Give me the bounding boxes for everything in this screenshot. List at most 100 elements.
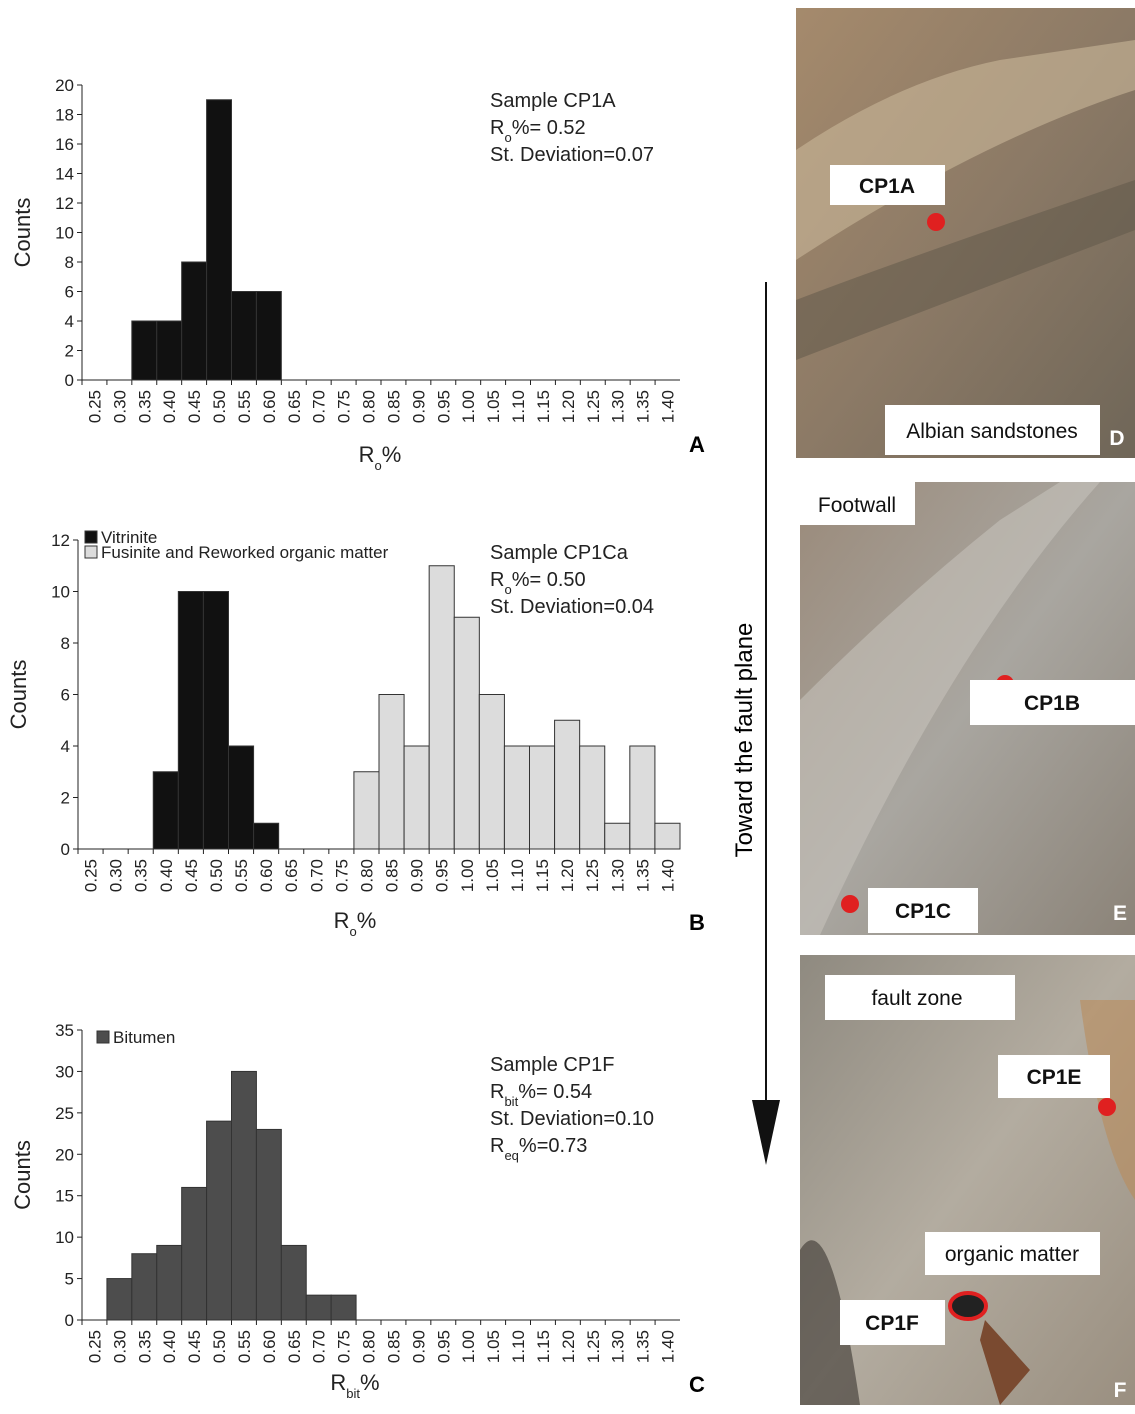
x-tick-label: 0.65 (282, 859, 301, 892)
annotation-sub: eq (504, 1148, 518, 1163)
annotation-main: R (490, 117, 504, 139)
x-tick-label: 0.70 (307, 859, 326, 892)
y-label: Counts (10, 198, 35, 268)
y-tick-label: 20 (55, 76, 74, 95)
x-tick-label: 1.10 (508, 859, 527, 892)
y-tick-label: 14 (55, 165, 74, 184)
x-tick-label: 1.10 (509, 1330, 528, 1363)
sample-ring (950, 1293, 986, 1319)
x-tick-label: 1.40 (659, 1330, 678, 1363)
annotation-rest: %= 0.50 (512, 569, 586, 591)
bar (256, 1129, 281, 1320)
x-tick-label: 0.60 (257, 859, 276, 892)
annotation-sub: bit (504, 1094, 518, 1109)
y-tick-label: 12 (55, 194, 74, 213)
y-tick-label: 0 (65, 1311, 74, 1330)
x-tick-label: 0.55 (235, 1330, 254, 1363)
annotation-sub: o (504, 130, 511, 145)
x-tick-label: 1.15 (534, 1330, 553, 1363)
sample-label: CP1C (895, 900, 951, 923)
x-tick-label: 0.95 (434, 1330, 453, 1363)
annotation: St. Deviation=0.10 (490, 1108, 654, 1130)
bar (157, 321, 182, 380)
x-label: Ro% (334, 908, 377, 939)
photo-f: fault zone CP1E organic matter CP1F F (800, 955, 1135, 1405)
x-tick-label: 1.40 (659, 390, 678, 423)
bar (404, 746, 429, 849)
y-tick-label: 6 (65, 283, 74, 302)
x-tick-label: 0.40 (160, 1330, 179, 1363)
annotation-main: Sample CP1A (490, 90, 616, 112)
sample-label: CP1A (859, 175, 915, 198)
x-tick-label: 0.45 (185, 1330, 204, 1363)
sample-label: CP1F (865, 1312, 919, 1335)
x-tick-label: 0.50 (207, 859, 226, 892)
x-tick-label: 0.60 (260, 390, 279, 423)
y-tick-label: 4 (61, 737, 70, 756)
x-tick-label: 1.10 (509, 390, 528, 423)
annotation: Req%=0.73 (490, 1135, 587, 1163)
x-tick-label: 1.20 (559, 1330, 578, 1363)
y-tick-label: 18 (55, 106, 74, 125)
x-tick-label: 0.25 (85, 390, 104, 423)
y-tick-label: 35 (55, 1021, 74, 1040)
x-label-main: R (330, 1370, 346, 1395)
x-tick-label: 0.80 (360, 390, 379, 423)
x-label-sub: o (350, 924, 357, 939)
bar (132, 321, 157, 380)
x-tick-label: 0.60 (260, 1330, 279, 1363)
bar (281, 1245, 306, 1320)
y-tick-label: 2 (65, 342, 74, 361)
y-tick-label: 10 (51, 583, 70, 602)
bar (630, 746, 655, 849)
x-tick-label: 0.65 (285, 1330, 304, 1363)
annotation: St. Deviation=0.04 (490, 596, 654, 618)
bar (530, 746, 555, 849)
x-tick-label: 0.45 (182, 859, 201, 892)
photo-label: Footwall (818, 494, 896, 517)
bar (306, 1295, 331, 1320)
x-tick-label: 1.05 (483, 859, 502, 892)
x-tick-label: 1.15 (534, 390, 553, 423)
bar (331, 1295, 356, 1320)
sample-label: CP1E (1027, 1066, 1082, 1089)
bar (504, 746, 529, 849)
y-tick-label: 25 (55, 1104, 74, 1123)
photo-label: organic matter (945, 1243, 1079, 1266)
bar (182, 262, 207, 380)
x-tick-label: 0.55 (235, 390, 254, 423)
bar (254, 823, 279, 849)
x-tick-label: 0.40 (157, 859, 176, 892)
y-tick-label: 30 (55, 1062, 74, 1081)
x-tick-label: 0.95 (434, 390, 453, 423)
panel-letter: C (689, 1372, 705, 1397)
bar (182, 1187, 207, 1320)
x-tick-label: 0.70 (310, 390, 329, 423)
x-tick-label: 1.30 (609, 1330, 628, 1363)
annotation: Sample CP1A (490, 90, 616, 112)
y-tick-label: 0 (61, 840, 70, 859)
annotation-main: St. Deviation=0.04 (490, 596, 654, 618)
bar (153, 772, 178, 849)
bar (580, 746, 605, 849)
y-tick-label: 20 (55, 1145, 74, 1164)
annotation-sub: o (504, 582, 511, 597)
x-label-main: R (359, 442, 375, 467)
annotation: Ro%= 0.52 (490, 117, 586, 145)
bar (107, 1279, 132, 1320)
y-tick-label: 16 (55, 135, 74, 154)
photo-d: CP1A Albian sandstones D (796, 8, 1135, 458)
photo-letter: D (1109, 427, 1124, 450)
x-tick-label: 1.05 (484, 390, 503, 423)
bar (454, 617, 479, 849)
legend-swatch (85, 531, 97, 543)
y-tick-label: 4 (65, 312, 74, 331)
y-tick-label: 8 (65, 253, 74, 272)
y-tick-label: 2 (61, 789, 70, 808)
x-tick-label: 1.05 (484, 1330, 503, 1363)
sample-label: CP1B (1024, 692, 1080, 715)
bar (256, 292, 281, 381)
fault-arrow: Toward the fault plane (731, 282, 780, 1165)
legend-label: Fusinite and Reworked organic matter (101, 543, 389, 562)
x-label-rest: % (357, 908, 377, 933)
